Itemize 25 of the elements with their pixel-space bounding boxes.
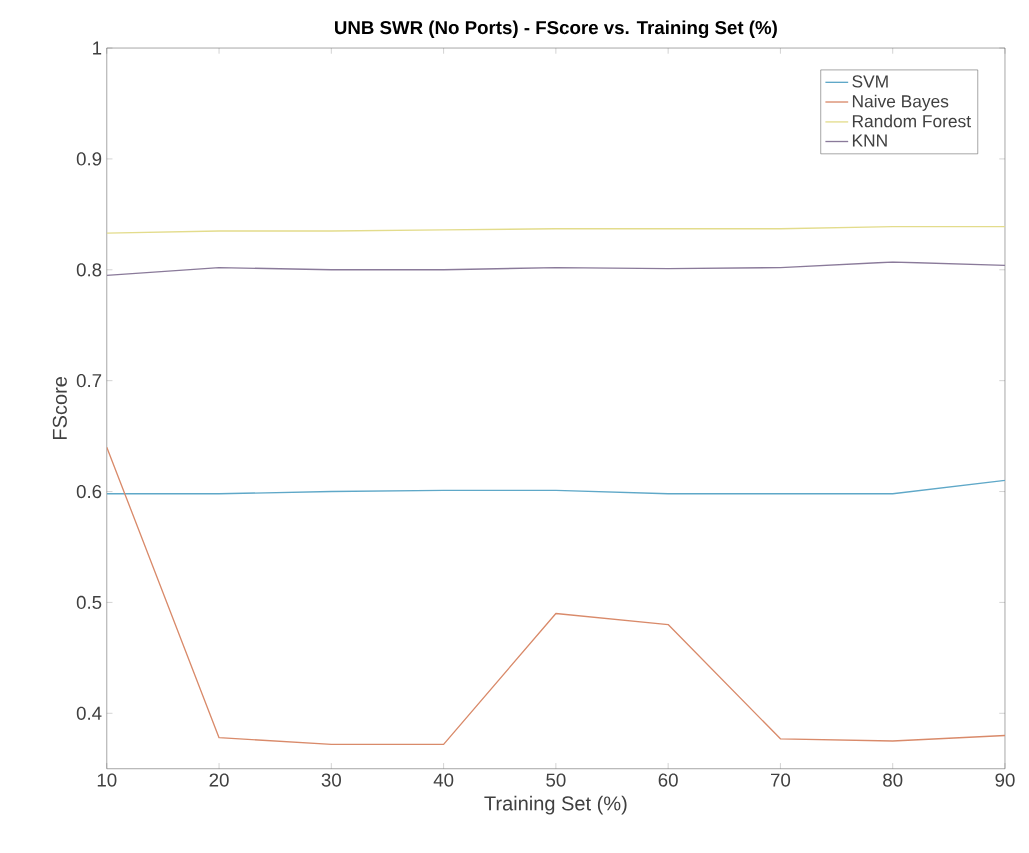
line-series	[106, 446, 1005, 746]
y-tick-label: 0.7	[76, 374, 102, 388]
y-axis-title: FScore	[52, 377, 67, 440]
legend-label: Random Forest	[852, 114, 971, 128]
y-tick-label: 0.9	[76, 152, 102, 166]
x-tick-label: 80	[883, 773, 903, 787]
line-series	[106, 261, 1005, 277]
y-tick-label: 0.8	[76, 263, 102, 277]
y-tick-label: 0.6	[76, 485, 102, 499]
legend-label: SVM	[852, 75, 888, 88]
x-tick-label: 20	[209, 773, 229, 787]
x-axis-title: Training Set (%)	[484, 795, 627, 815]
y-tick-label: 0.4	[76, 706, 102, 721]
x-tick-label: 70	[771, 773, 791, 787]
y-tick-label: 1	[93, 41, 102, 55]
legend-label: KNN	[852, 134, 887, 147]
x-tick-label: 10	[97, 773, 117, 787]
x-tick-label: 30	[321, 773, 341, 787]
y-tick-label: 0.5	[76, 595, 102, 610]
x-tick-label: 90	[995, 773, 1015, 787]
x-tick-label: 60	[658, 773, 678, 787]
chart-title: UNB SWR (No Ports) - FScore vs. Training Set (%)	[335, 20, 777, 39]
x-tick-label: 40	[433, 773, 454, 787]
x-tick-label: 50	[546, 773, 566, 787]
legend-label: Naive Bayes	[852, 94, 949, 111]
